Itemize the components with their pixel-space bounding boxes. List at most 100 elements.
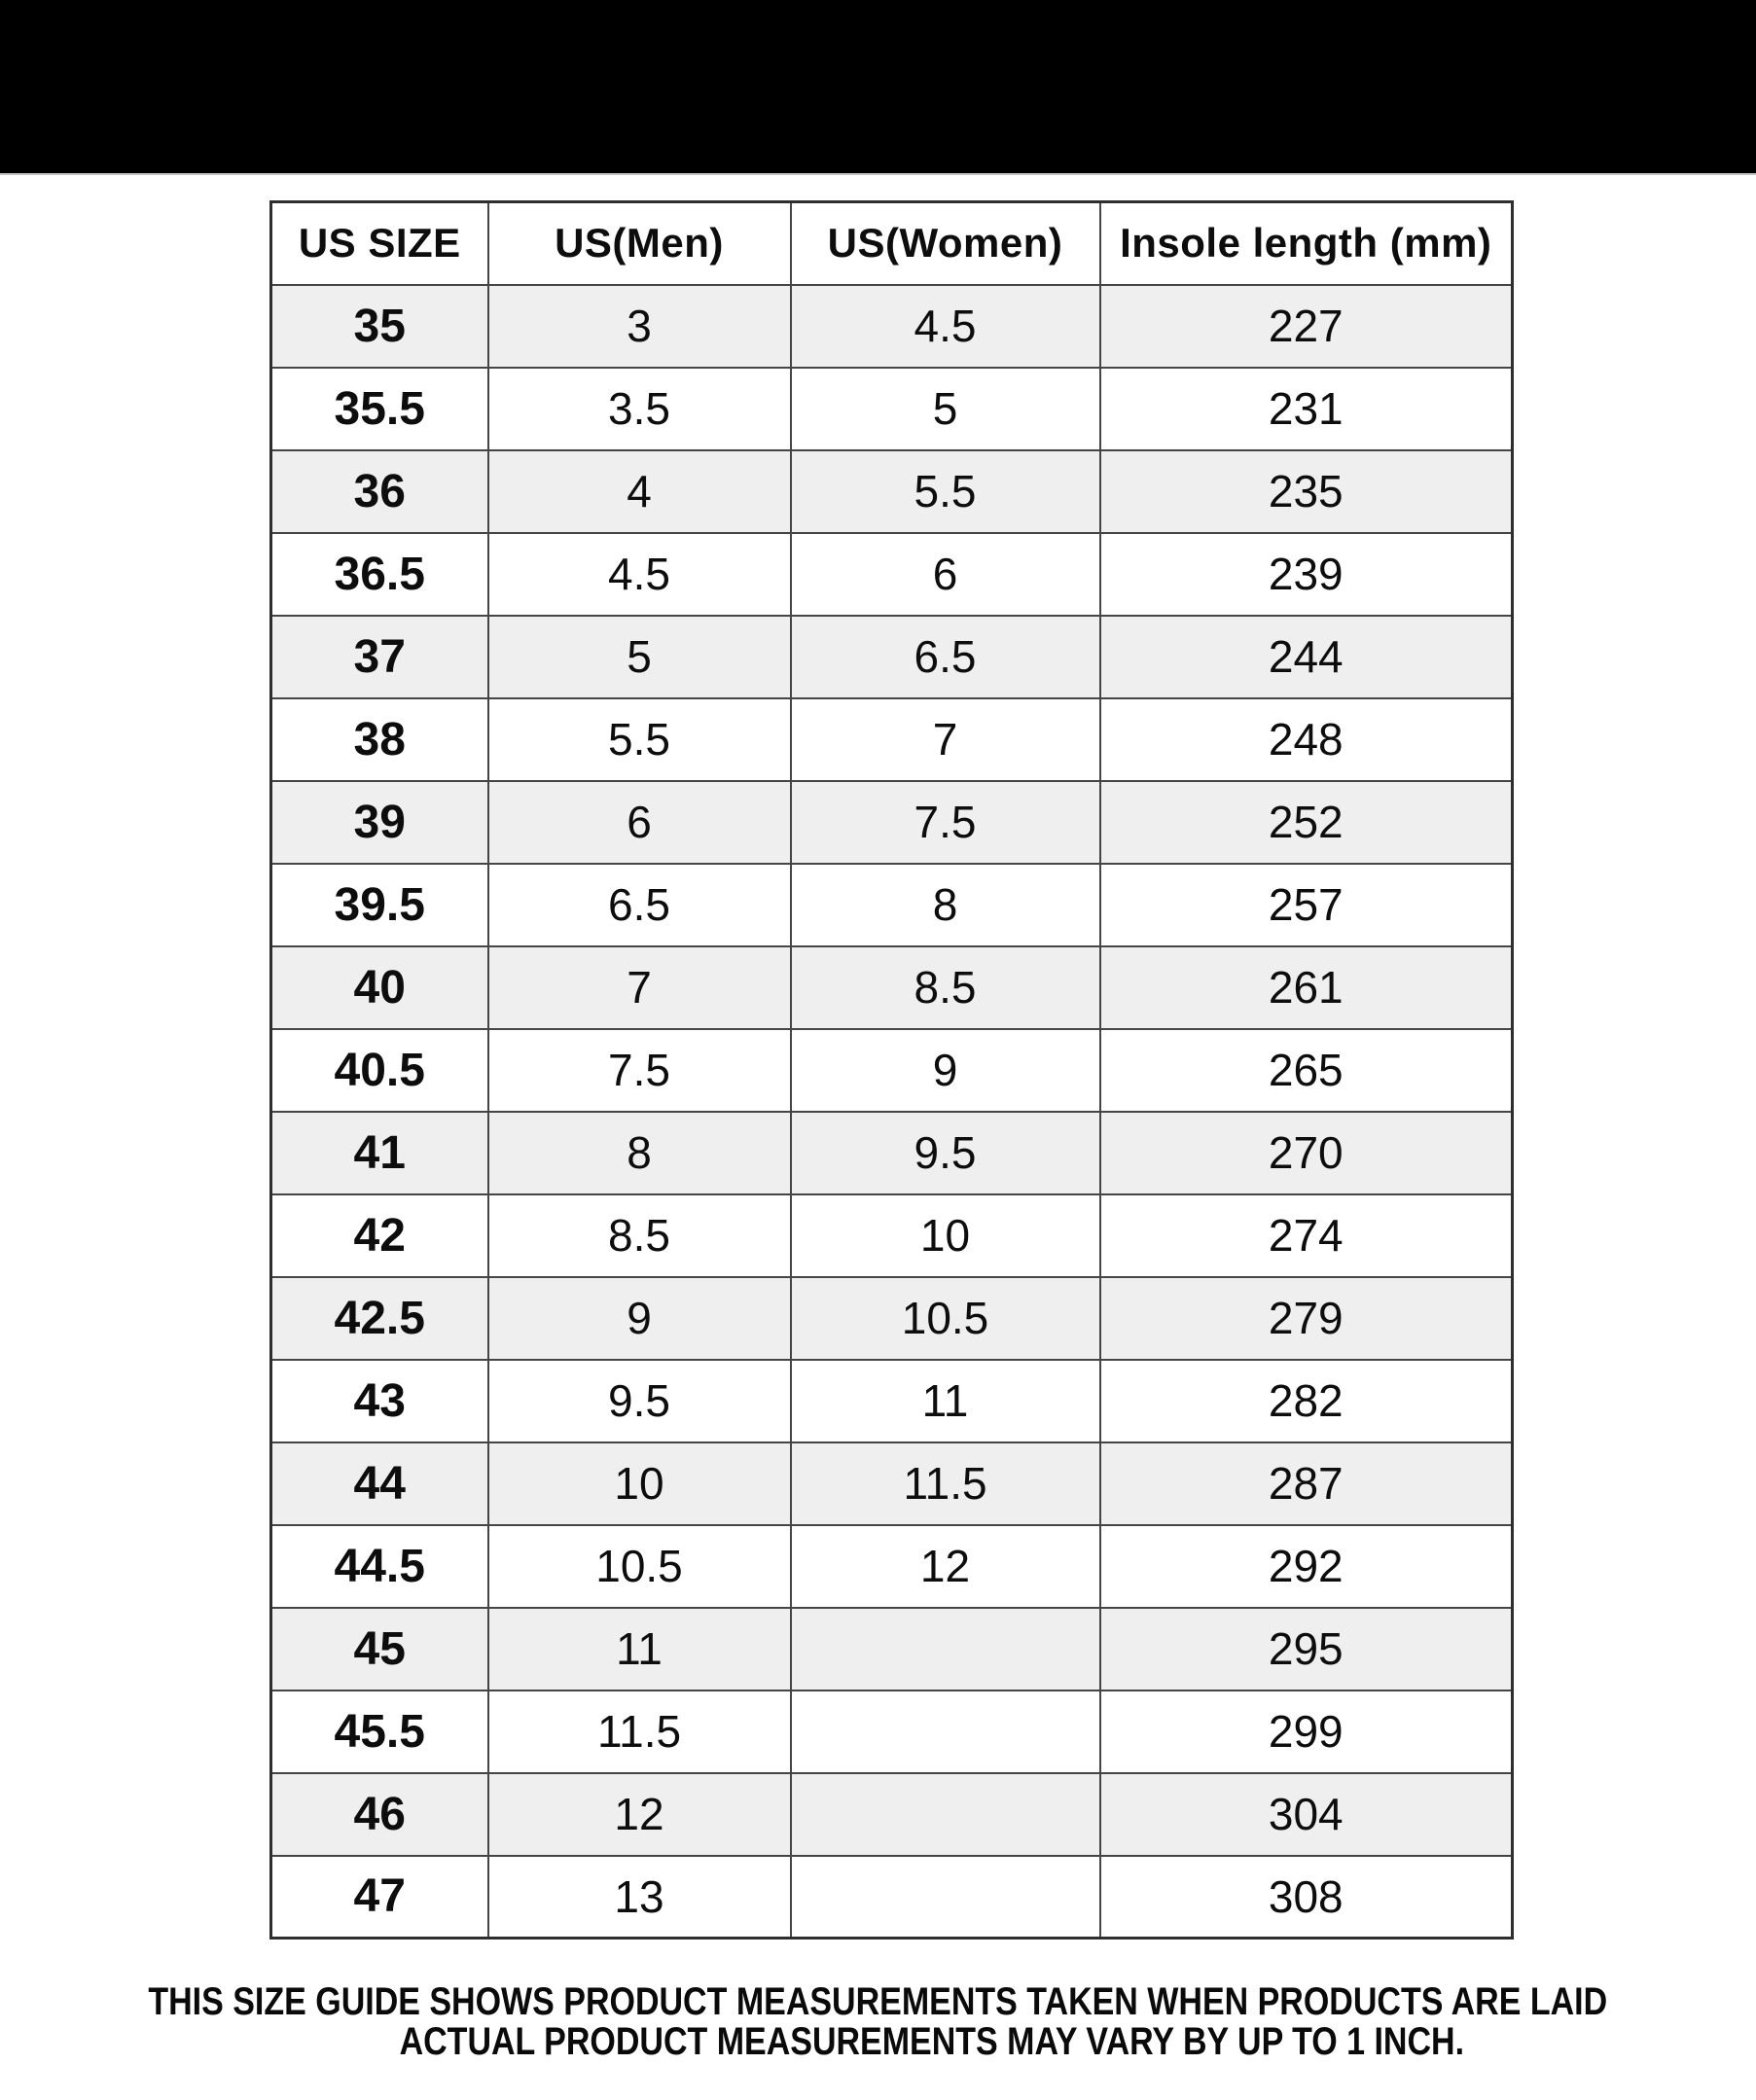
column-header-us-women: US(Women) [789, 200, 1101, 286]
cell-us-women [789, 1606, 1101, 1691]
cell-us-men: 11.5 [486, 1689, 792, 1774]
cell-us-size: 35 [269, 283, 489, 369]
cell-insole-length: 239 [1098, 531, 1514, 617]
cell-us-men: 11 [486, 1606, 792, 1691]
cell-insole-length: 279 [1098, 1275, 1514, 1361]
cell-us-size: 45.5 [269, 1689, 489, 1774]
table-row: 44.5 10.5 12 292 [269, 1523, 1514, 1609]
cell-us-women: 8.5 [789, 944, 1101, 1030]
cell-us-women: 9 [789, 1027, 1101, 1113]
cell-us-size: 39 [269, 779, 489, 865]
cell-us-size: 42.5 [269, 1275, 489, 1361]
column-header-us-size: US SIZE [269, 200, 489, 286]
table-row: 40.5 7.5 9 265 [269, 1027, 1514, 1113]
cell-insole-length: 295 [1098, 1606, 1514, 1691]
cell-us-men: 8 [486, 1110, 792, 1195]
cell-insole-length: 235 [1098, 448, 1514, 534]
cell-us-women: 8 [789, 862, 1101, 947]
table-row: 42 8.5 10 274 [269, 1192, 1514, 1278]
cell-us-men: 3.5 [486, 366, 792, 451]
size-guide-table: US SIZE US(Men) US(Women) Insole length (mm… [269, 200, 1514, 1940]
table-row: 35.5 3.5 5 231 [269, 366, 1514, 451]
cell-us-men: 10.5 [486, 1523, 792, 1609]
cell-insole-length: 257 [1098, 862, 1514, 947]
table-row: 41 8 9.5 270 [269, 1110, 1514, 1195]
disclaimer-line-1: THIS SIZE GUIDE SHOWS PRODUCT MEASUREMEN… [148, 1980, 1608, 2023]
table-row: 36.5 4.5 6 239 [269, 531, 1514, 617]
table-row: 40 7 8.5 261 [269, 944, 1514, 1030]
cell-us-women: 5.5 [789, 448, 1101, 534]
size-table-body: 35 3 4.5 227 35.5 3.5 5 231 36 4 5.5 235 36.5 4.5 6 239… [269, 283, 1514, 1940]
cell-us-women: 12 [789, 1523, 1101, 1609]
cell-us-size: 36.5 [269, 531, 489, 617]
cell-us-size: 41 [269, 1110, 489, 1195]
cell-insole-length: 252 [1098, 779, 1514, 865]
cell-insole-length: 270 [1098, 1110, 1514, 1195]
cell-insole-length: 265 [1098, 1027, 1514, 1113]
cell-us-men: 13 [486, 1854, 792, 1940]
cell-us-size: 40.5 [269, 1027, 489, 1113]
table-row: 36 4 5.5 235 [269, 448, 1514, 534]
cell-us-size: 44 [269, 1441, 489, 1526]
cell-us-size: 42 [269, 1192, 489, 1278]
cell-us-women: 6 [789, 531, 1101, 617]
table-row: 39 6 7.5 252 [269, 779, 1514, 865]
cell-insole-length: 292 [1098, 1523, 1514, 1609]
cell-us-women: 7.5 [789, 779, 1101, 865]
cell-us-women [789, 1689, 1101, 1774]
cell-insole-length: 231 [1098, 366, 1514, 451]
column-header-us-men: US(Men) [486, 200, 792, 286]
cell-us-men: 10 [486, 1441, 792, 1526]
cell-us-women: 10.5 [789, 1275, 1101, 1361]
cell-us-size: 36 [269, 448, 489, 534]
cell-us-men: 6.5 [486, 862, 792, 947]
cell-us-size: 45 [269, 1606, 489, 1691]
column-header-insole-length: Insole length (mm) [1098, 200, 1514, 286]
cell-insole-length: 274 [1098, 1192, 1514, 1278]
table-row: 45 11 295 [269, 1606, 1514, 1691]
cell-us-women: 6.5 [789, 614, 1101, 699]
cell-us-women [789, 1771, 1101, 1857]
table-row: 35 3 4.5 227 [269, 283, 1514, 369]
table-row: 38 5.5 7 248 [269, 696, 1514, 782]
cell-insole-length: 299 [1098, 1689, 1514, 1774]
cell-us-men: 3 [486, 283, 792, 369]
cell-insole-length: 287 [1098, 1441, 1514, 1526]
table-row: 42.5 9 10.5 279 [269, 1275, 1514, 1361]
cell-us-size: 44.5 [269, 1523, 489, 1609]
cell-insole-length: 261 [1098, 944, 1514, 1030]
cell-us-size: 39.5 [269, 862, 489, 947]
cell-us-women: 10 [789, 1192, 1101, 1278]
cell-us-men: 9.5 [486, 1358, 792, 1443]
cell-us-women: 5 [789, 366, 1101, 451]
cell-us-women [789, 1854, 1101, 1940]
cell-us-men: 6 [486, 779, 792, 865]
cell-insole-length: 227 [1098, 283, 1514, 369]
cell-us-men: 5.5 [486, 696, 792, 782]
cell-us-size: 40 [269, 944, 489, 1030]
cell-insole-length: 282 [1098, 1358, 1514, 1443]
cell-us-women: 4.5 [789, 283, 1101, 369]
cell-us-men: 7 [486, 944, 792, 1030]
cell-us-size: 43 [269, 1358, 489, 1443]
cell-insole-length: 248 [1098, 696, 1514, 782]
table-row: 44 10 11.5 287 [269, 1441, 1514, 1526]
cell-us-women: 7 [789, 696, 1101, 782]
table-header-row: US SIZE US(Men) US(Women) Insole length (mm… [269, 200, 1514, 286]
cell-us-men: 8.5 [486, 1192, 792, 1278]
cell-insole-length: 244 [1098, 614, 1514, 699]
table-row: 47 13 308 [269, 1854, 1514, 1940]
cell-us-men: 4 [486, 448, 792, 534]
cell-us-women: 9.5 [789, 1110, 1101, 1195]
cell-us-size: 35.5 [269, 366, 489, 451]
cell-insole-length: 304 [1098, 1771, 1514, 1857]
cell-us-size: 38 [269, 696, 489, 782]
table-row: 43 9.5 11 282 [269, 1358, 1514, 1443]
disclaimer-line-2: ACTUAL PRODUCT MEASUREMENTS MAY VARY BY … [399, 2020, 1464, 2063]
table-row: 45.5 11.5 299 [269, 1689, 1514, 1774]
cell-us-men: 7.5 [486, 1027, 792, 1113]
cell-us-size: 37 [269, 614, 489, 699]
table-row: 37 5 6.5 244 [269, 614, 1514, 699]
cell-us-size: 46 [269, 1771, 489, 1857]
